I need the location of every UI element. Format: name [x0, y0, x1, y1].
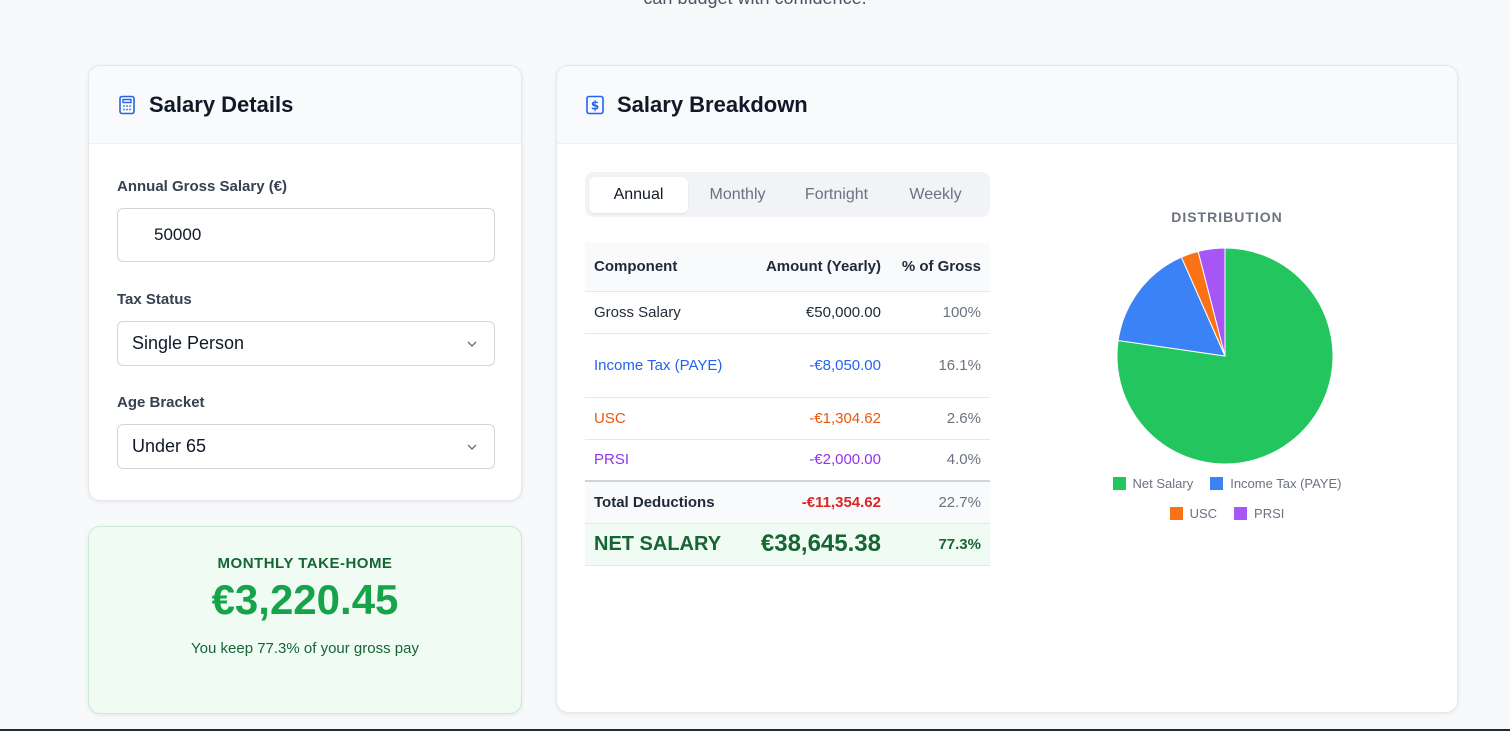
percent-cell: 16.1%: [890, 333, 990, 398]
table-row: Income Tax (PAYE) -€8,050.00 16.1%: [585, 333, 990, 398]
take-home-label: MONTHLY TAKE-HOME: [217, 555, 393, 572]
legend-swatch: [1112, 477, 1126, 490]
component-cell: USC: [585, 397, 735, 440]
table-row: Gross Salary €50,000.00 100%: [585, 291, 990, 334]
amount-cell: -€8,050.00: [735, 333, 890, 398]
gross-salary-input[interactable]: 50000: [117, 208, 495, 262]
component-cell: PRSI: [585, 439, 735, 482]
gross-salary-label: Annual Gross Salary (€): [117, 178, 288, 195]
tab-weekly[interactable]: Weekly: [909, 185, 962, 203]
legend-item: Net Salary: [1112, 476, 1194, 491]
breakdown-table: Component Amount (Yearly) % of Gross Gro…: [585, 243, 990, 566]
svg-text:$: $: [591, 98, 599, 112]
tab-monthly[interactable]: Monthly: [709, 185, 766, 203]
column-header: % of Gross: [890, 243, 990, 292]
legend-swatch: [1169, 507, 1183, 520]
total-label: Total Deductions: [585, 480, 735, 524]
table-row: PRSI -€2,000.00 4.0%: [585, 439, 990, 482]
take-home-amount: €3,220.45: [211, 576, 399, 623]
dollar-receipt-icon: $: [585, 95, 605, 115]
pie-slice-prsi: [1197, 247, 1226, 357]
chevron-down-icon: [466, 441, 478, 453]
net-salary-label: NET SALARY: [585, 523, 735, 566]
legend-item: USC: [1169, 506, 1218, 521]
net-salary-amount: €38,645.38: [735, 523, 890, 566]
tax-status-value: Single Person: [132, 333, 245, 353]
intro-text: can budget with confidence.: [0, 0, 1510, 9]
salary-breakdown-title: Salary Breakdown: [617, 91, 808, 117]
component-cell: Income Tax (PAYE): [585, 333, 735, 398]
tax-status-label: Tax Status: [117, 291, 192, 308]
legend-label: PRSI: [1254, 506, 1285, 521]
age-bracket-label: Age Bracket: [117, 394, 205, 411]
calculator-icon: [117, 95, 137, 115]
chevron-down-icon: [466, 338, 478, 350]
pie-slice-net-salary: [1117, 247, 1334, 465]
legend-item: PRSI: [1234, 506, 1284, 521]
tax-status-select[interactable]: Single Person: [117, 321, 495, 366]
table-row: USC -€1,304.62 2.6%: [585, 397, 990, 440]
percent-cell: 4.0%: [890, 439, 990, 482]
bottom-divider: [0, 729, 1510, 731]
legend-item: Income Tax (PAYE): [1210, 476, 1341, 491]
age-bracket-value: Under 65: [132, 436, 207, 456]
legend-swatch: [1210, 477, 1224, 490]
legend-swatch: [1234, 507, 1248, 520]
total-deductions-row: Total Deductions -€11,354.62 22.7%: [585, 480, 990, 524]
period-tabs: Annual Monthly Fortnight Weekly: [585, 172, 990, 217]
percent-cell: 2.6%: [890, 397, 990, 440]
chart-title: DISTRIBUTION: [1171, 209, 1283, 225]
column-header: Component: [585, 243, 735, 292]
percent-cell: 100%: [890, 291, 990, 334]
net-salary-row: NET SALARY €38,645.38 77.3%: [585, 523, 990, 566]
legend-label: Income Tax (PAYE): [1230, 476, 1342, 491]
total-amount: -€11,354.62: [735, 480, 890, 524]
net-salary-percent: 77.3%: [890, 523, 990, 566]
take-home-note: You keep 77.3% of your gross pay: [191, 640, 419, 657]
table-header-row: Component Amount (Yearly) % of Gross: [585, 243, 990, 292]
chart-legend: Net Salary Income Tax (PAYE) USC PRSI: [1077, 476, 1377, 536]
salary-breakdown-header: $ Salary Breakdown: [557, 66, 1457, 144]
take-home-card: MONTHLY TAKE-HOME €3,220.45 You keep 77.…: [88, 526, 522, 714]
amount-cell: -€2,000.00: [735, 439, 890, 482]
salary-breakdown-card: $ Salary Breakdown Annual Monthly Fortni…: [556, 65, 1458, 713]
age-bracket-select[interactable]: Under 65: [117, 424, 495, 469]
column-header: Amount (Yearly): [735, 243, 890, 292]
component-cell: Gross Salary: [585, 291, 735, 334]
distribution-pie-chart: [1117, 247, 1334, 465]
legend-label: Net Salary: [1132, 476, 1194, 491]
salary-details-header: Salary Details: [89, 66, 521, 144]
salary-details-title: Salary Details: [149, 91, 294, 117]
legend-label: USC: [1189, 506, 1218, 521]
salary-details-card: Salary Details Annual Gross Salary (€) 5…: [88, 65, 522, 501]
tab-annual[interactable]: Annual: [589, 176, 688, 213]
pie-slice-income-tax-paye: [1117, 256, 1226, 357]
amount-cell: €50,000.00: [735, 291, 890, 334]
amount-cell: -€1,304.62: [735, 397, 890, 440]
total-percent: 22.7%: [890, 480, 990, 524]
tab-fortnight[interactable]: Fortnight: [804, 185, 869, 203]
